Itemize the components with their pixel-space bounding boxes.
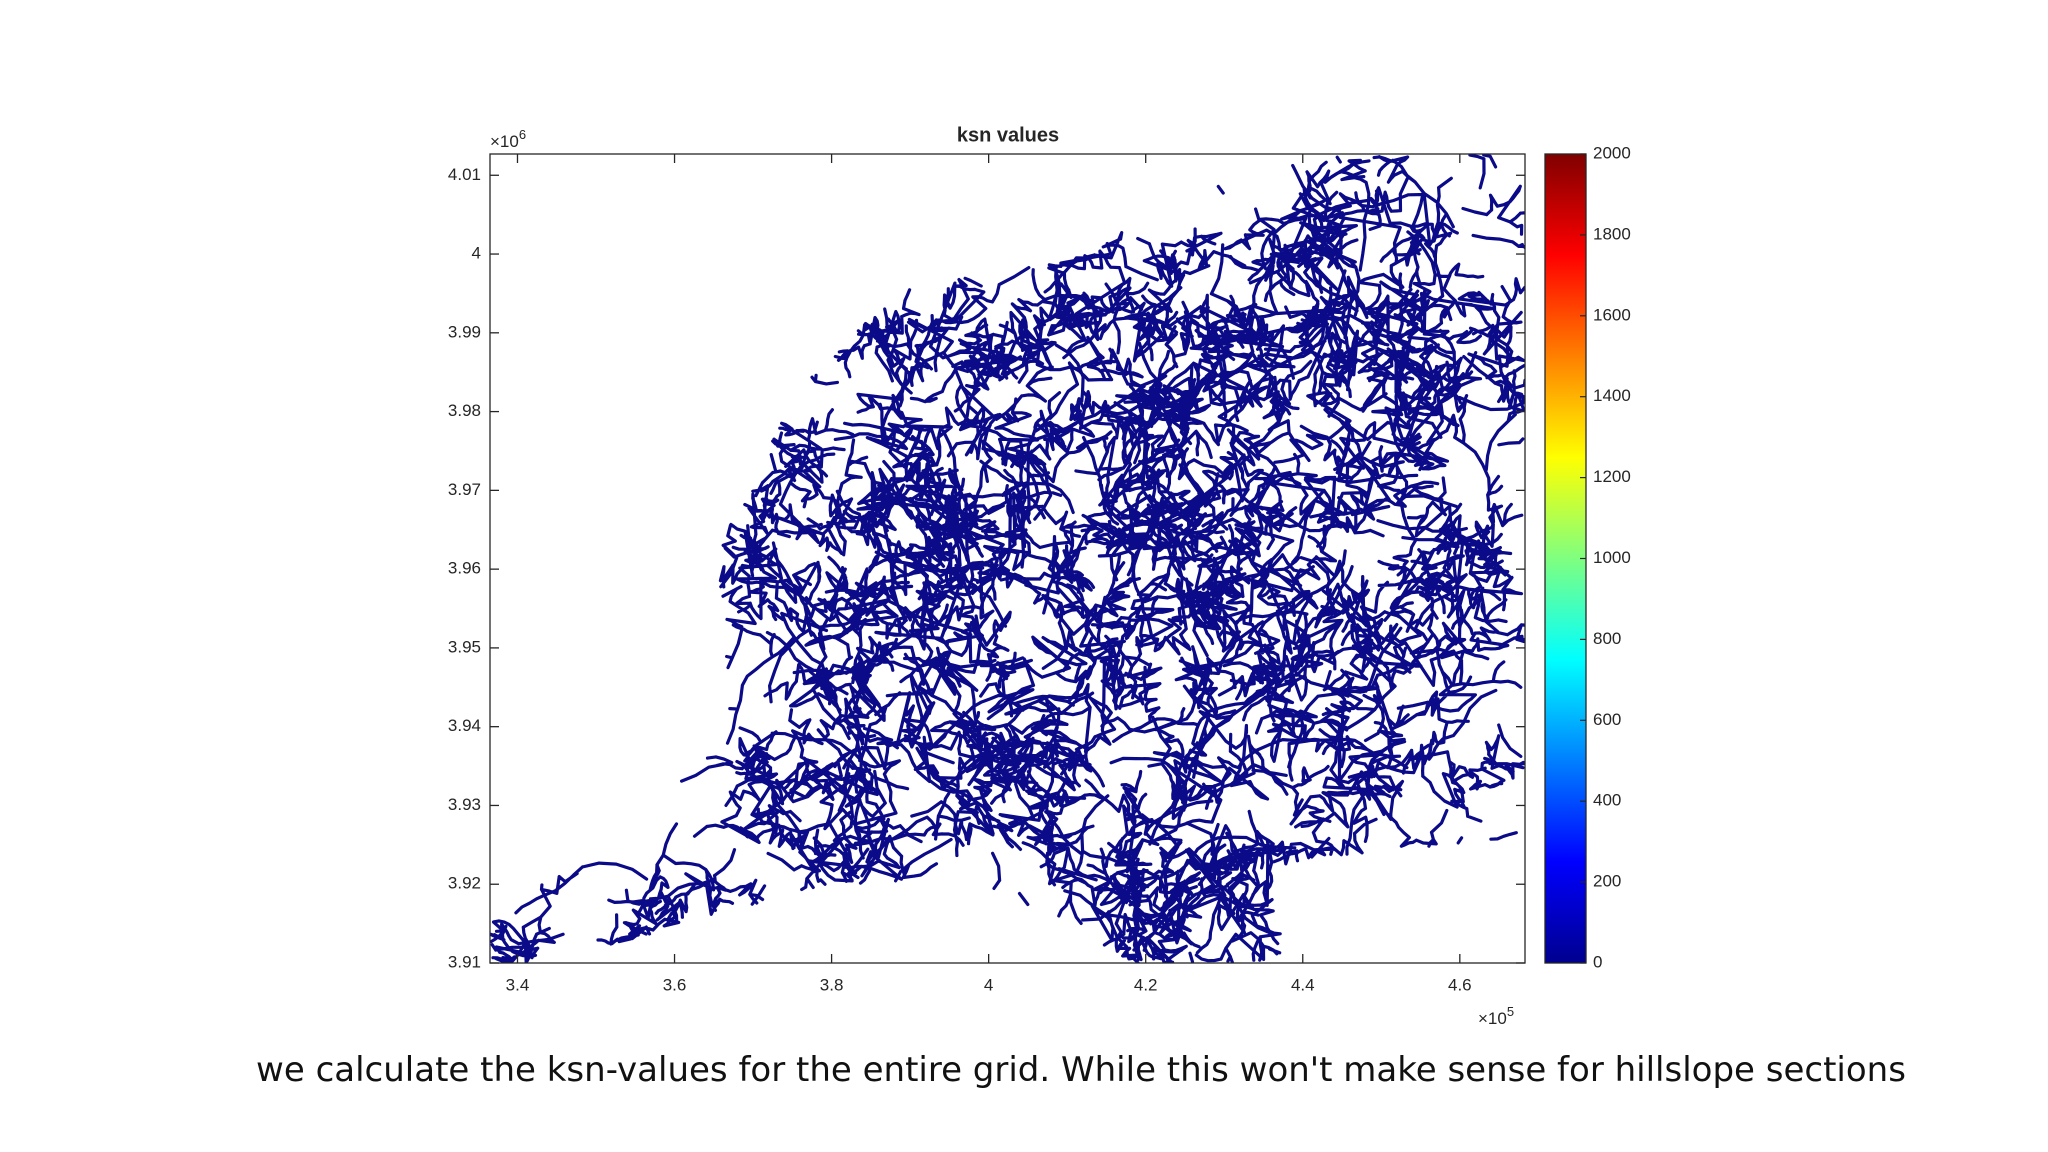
colorbar-tick-label: 1800 (1593, 224, 1631, 243)
y-exponent: ×106 (490, 127, 526, 151)
x-tick-label: 4.6 (1448, 975, 1472, 994)
y-tick-label: 3.99 (448, 322, 481, 341)
x-exponent: ×105 (1478, 1004, 1514, 1028)
colorbar-tick-label: 1600 (1593, 305, 1631, 324)
chart-title: ksn values (957, 124, 1059, 146)
chart: ksn values ×106 ×105 3.4 3.6 3.8 4 4.2 4.4 4.6… (448, 124, 1631, 1028)
y-tick-label: 3.98 (448, 401, 481, 420)
x-tick-label: 3.8 (820, 975, 844, 994)
colorbar-tick-label: 1000 (1593, 548, 1631, 567)
y-tick-label: 3.95 (448, 637, 481, 656)
stream-lines (490, 154, 1525, 963)
colorbar (1544, 153, 1587, 964)
caption: we calculate the ksn-values for the enti… (256, 1050, 1906, 1090)
x-tick-label: 4.4 (1291, 975, 1315, 994)
plot-frame (489, 153, 1526, 964)
colorbar-tick-label: 1200 (1593, 467, 1631, 486)
x-exponent-power: 5 (1507, 1004, 1514, 1019)
colorbar-tick-label: 600 (1593, 710, 1621, 729)
x-tick-label: 4 (984, 975, 993, 994)
y-tick-label: 3.94 (448, 716, 481, 735)
stream-network (490, 154, 1525, 963)
y-tick-label: 3.96 (448, 559, 481, 578)
colorbar-tick-label: 400 (1593, 791, 1621, 810)
colorbar-tick-label: 1400 (1593, 386, 1631, 405)
colorbar-tick-label: 2000 (1593, 143, 1631, 162)
x-tick-label: 4.2 (1134, 975, 1158, 994)
colorbar-tick-label: 0 (1593, 952, 1602, 971)
y-exponent-base: ×10 (490, 132, 519, 151)
x-tick-label: 3.4 (506, 975, 530, 994)
y-tick-label: 4 (472, 244, 481, 263)
colorbar-tick-label: 800 (1593, 629, 1621, 648)
y-tick-label: 3.92 (448, 874, 481, 893)
x-tick-label: 3.6 (663, 975, 687, 994)
x-exponent-base: ×10 (1478, 1009, 1507, 1028)
colorbar-tick-label: 200 (1593, 872, 1621, 891)
y-tick-label: 3.97 (448, 480, 481, 499)
y-tick-label: 3.91 (448, 952, 481, 971)
y-tick-label: 4.01 (448, 165, 481, 184)
y-exponent-power: 6 (519, 127, 526, 142)
y-tick-label: 3.93 (448, 795, 481, 814)
